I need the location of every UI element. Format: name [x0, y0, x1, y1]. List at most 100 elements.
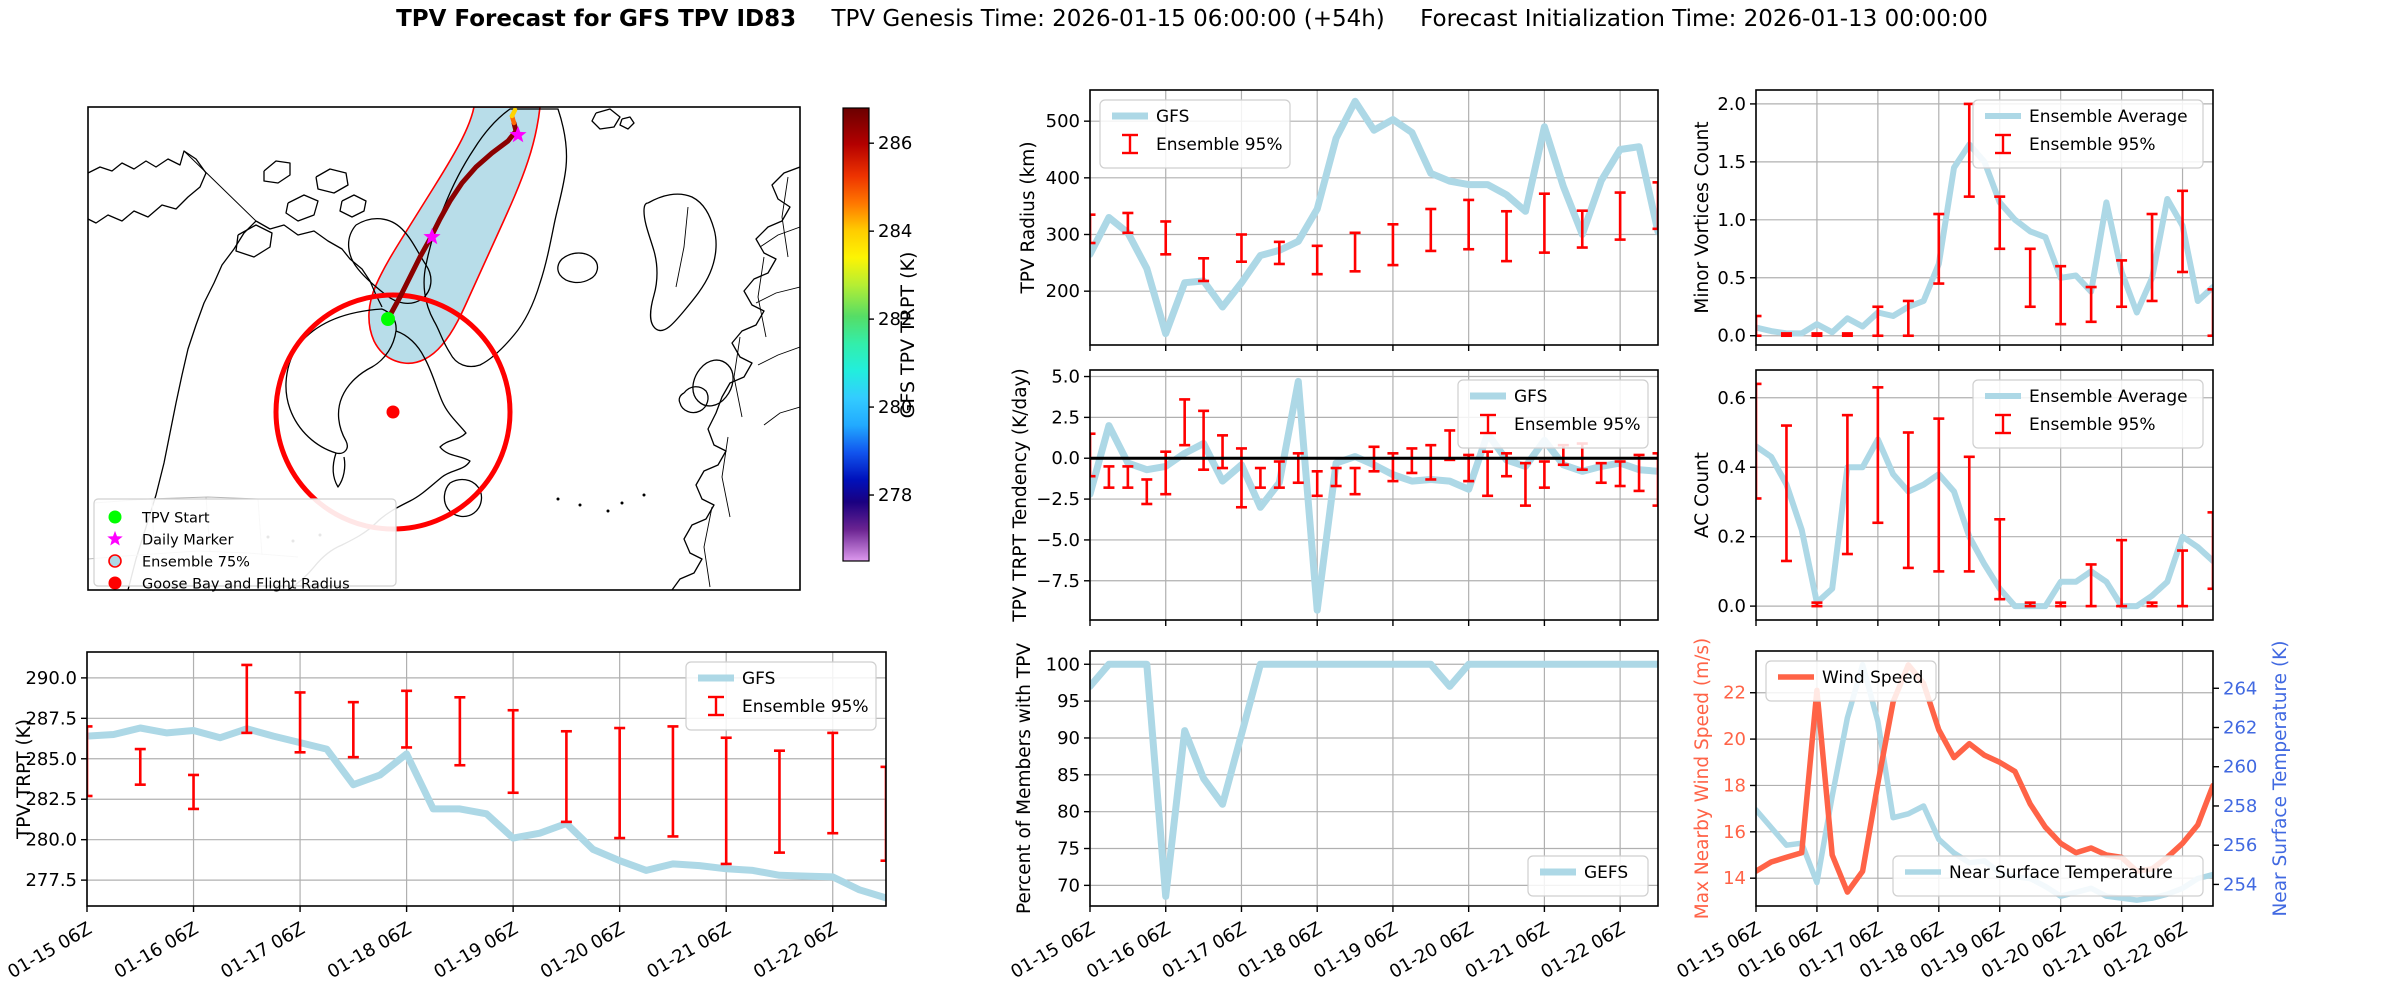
- axis-ticks: [1750, 103, 2184, 351]
- y-axis-label: Minor Vortices Count: [1692, 121, 1713, 313]
- svg-text:Ensemble Average: Ensemble Average: [2029, 107, 2188, 127]
- chart-legend: GFS Ensemble 95%: [1457, 379, 1649, 449]
- svg-text:01-18 06Z: 01-18 06Z: [1234, 918, 1325, 982]
- figure-title-init: Forecast Initialization Time: 2026-01-13…: [1420, 6, 1988, 32]
- svg-text:Ensemble 95%: Ensemble 95%: [2029, 135, 2156, 155]
- svg-text:01-21 06Z: 01-21 06Z: [1462, 918, 1553, 982]
- y-axis-label: TPV TRPT Tendency (K/day): [1010, 368, 1031, 622]
- svg-text:16: 16: [1723, 822, 1746, 843]
- axis-ticks: [1750, 397, 2184, 626]
- error-bars: [1756, 382, 2213, 608]
- tick-labels: 0.0 0.2 0.4 0.6: [1717, 388, 1746, 617]
- axis-ticks: [1750, 687, 2219, 912]
- svg-text:01-18 06Z: 01-18 06Z: [324, 918, 415, 982]
- tick-labels: 200 300 400 500: [1046, 111, 1080, 302]
- series-gfs: [87, 724, 886, 902]
- y-axis-label: TPV TRPT (K): [14, 719, 35, 840]
- figure-title-main: TPV Forecast for GFS TPV ID83: [396, 6, 797, 32]
- ensemble-75-region: [368, 107, 541, 365]
- axis-ticks: [1084, 375, 1621, 626]
- plot-border: [1089, 89, 1659, 346]
- svg-text:01-22 06Z: 01-22 06Z: [1537, 918, 1628, 982]
- svg-text:285.0: 285.0: [25, 749, 77, 770]
- svg-text:−5.0: −5.0: [1036, 530, 1080, 551]
- svg-text:−2.5: −2.5: [1036, 489, 1080, 510]
- svg-text:01-20 06Z: 01-20 06Z: [1386, 918, 1477, 982]
- error-bars: [87, 663, 886, 866]
- svg-text:0.6: 0.6: [1717, 388, 1746, 409]
- tpv-track-tip-yellow: [509, 107, 518, 119]
- tpv-track-map: TPV Start Daily Marker Ensemble 75% Goose B…: [87, 106, 919, 593]
- chart-legend: Ensemble Average Ensemble 95%: [1972, 99, 2204, 169]
- svg-text:200: 200: [1046, 281, 1080, 302]
- plot-border: [1089, 650, 1659, 907]
- svg-text:0.4: 0.4: [1717, 457, 1746, 478]
- svg-text:01-21 06Z: 01-21 06Z: [643, 918, 734, 982]
- svg-text:GEFS: GEFS: [1584, 863, 1628, 883]
- svg-text:Ensemble 95%: Ensemble 95%: [1514, 415, 1641, 435]
- daily-marker-icon: [107, 530, 123, 546]
- chart-tpv-radius: 200 300 400 500 TPV Radius (km) GFS Ensemble 9…: [1018, 89, 1659, 351]
- svg-text:80: 80: [1057, 802, 1080, 823]
- svg-text:GFS: GFS: [1514, 387, 1547, 407]
- chart-legend: GEFS: [1527, 855, 1649, 897]
- plot-border: [1755, 650, 2214, 907]
- svg-text:100: 100: [1046, 654, 1080, 675]
- svg-text:Wind Speed: Wind Speed: [1822, 668, 1923, 688]
- country-borders: [675, 176, 800, 588]
- chart-legend: Wind Speed: [1765, 660, 1937, 702]
- map-legend: TPV Start Daily Marker Ensemble 75% Goose B…: [93, 498, 397, 593]
- goose-bay-marker: [386, 405, 400, 419]
- svg-text:400: 400: [1046, 168, 1080, 189]
- map-legend-item: TPV Start: [108, 510, 210, 527]
- svg-text:18: 18: [1723, 775, 1746, 796]
- svg-text:287.5: 287.5: [25, 708, 77, 729]
- svg-text:256: 256: [2223, 835, 2257, 856]
- error-bars: [1756, 102, 2213, 338]
- svg-text:75: 75: [1057, 839, 1080, 860]
- plot-border: [1089, 369, 1659, 621]
- svg-text:GFS: GFS: [1156, 107, 1189, 127]
- chart-legend: GFS Ensemble 95%: [1099, 99, 1291, 169]
- svg-text:5.0: 5.0: [1051, 367, 1080, 388]
- svg-text:01-17 06Z: 01-17 06Z: [1159, 918, 1250, 982]
- axis-ticks: [1084, 120, 1621, 351]
- series-ensemble-average: [1756, 141, 2213, 337]
- svg-text:70: 70: [1057, 875, 1080, 896]
- figure-title-genesis: TPV Genesis Time: 2026-01-15 06:00:00 (+…: [831, 6, 1385, 32]
- svg-text:262: 262: [2223, 718, 2257, 739]
- series-gefs: [1090, 660, 1658, 900]
- svg-text:90: 90: [1057, 728, 1080, 749]
- svg-text:0.5: 0.5: [1717, 268, 1746, 289]
- chart-legend: Ensemble Average Ensemble 95%: [1972, 379, 2204, 449]
- svg-text:Ensemble 75%: Ensemble 75%: [142, 555, 250, 571]
- tpv-track: [385, 120, 519, 322]
- svg-text:286: 286: [878, 133, 912, 154]
- y-axis-label: Max Nearby Wind Speed (m/s): [1692, 638, 1713, 919]
- svg-text:20: 20: [1723, 729, 1746, 750]
- svg-text:95: 95: [1057, 691, 1080, 712]
- svg-text:0.2: 0.2: [1717, 527, 1746, 548]
- svg-text:2.5: 2.5: [1051, 407, 1080, 428]
- svg-text:280: 280: [878, 397, 912, 418]
- svg-text:01-22 06Z: 01-22 06Z: [750, 918, 841, 982]
- y-axis-label: AC Count: [1692, 452, 1713, 538]
- svg-text:0.0: 0.0: [1051, 448, 1080, 469]
- right-axis-label: Near Surface Temperature (K): [2270, 640, 2291, 916]
- tick-labels: 0.0 0.5 1.0 1.5 2.0: [1717, 94, 1746, 347]
- map-legend-item: Daily Marker: [107, 530, 233, 549]
- map-legend-item: Goose Bay and Flight Radius: [108, 576, 350, 593]
- svg-text:01-15 06Z: 01-15 06Z: [4, 918, 95, 982]
- svg-text:258: 258: [2223, 796, 2257, 817]
- svg-text:01-16 06Z: 01-16 06Z: [111, 918, 202, 982]
- marker-icon: [108, 510, 122, 524]
- plot-border: [86, 651, 887, 907]
- svg-text:01-15 06Z: 01-15 06Z: [1007, 918, 1098, 982]
- svg-text:14: 14: [1723, 868, 1746, 889]
- svg-text:01-16 06Z: 01-16 06Z: [1083, 918, 1174, 982]
- daily-marker-star: [423, 228, 441, 245]
- svg-text:277.5: 277.5: [25, 870, 77, 891]
